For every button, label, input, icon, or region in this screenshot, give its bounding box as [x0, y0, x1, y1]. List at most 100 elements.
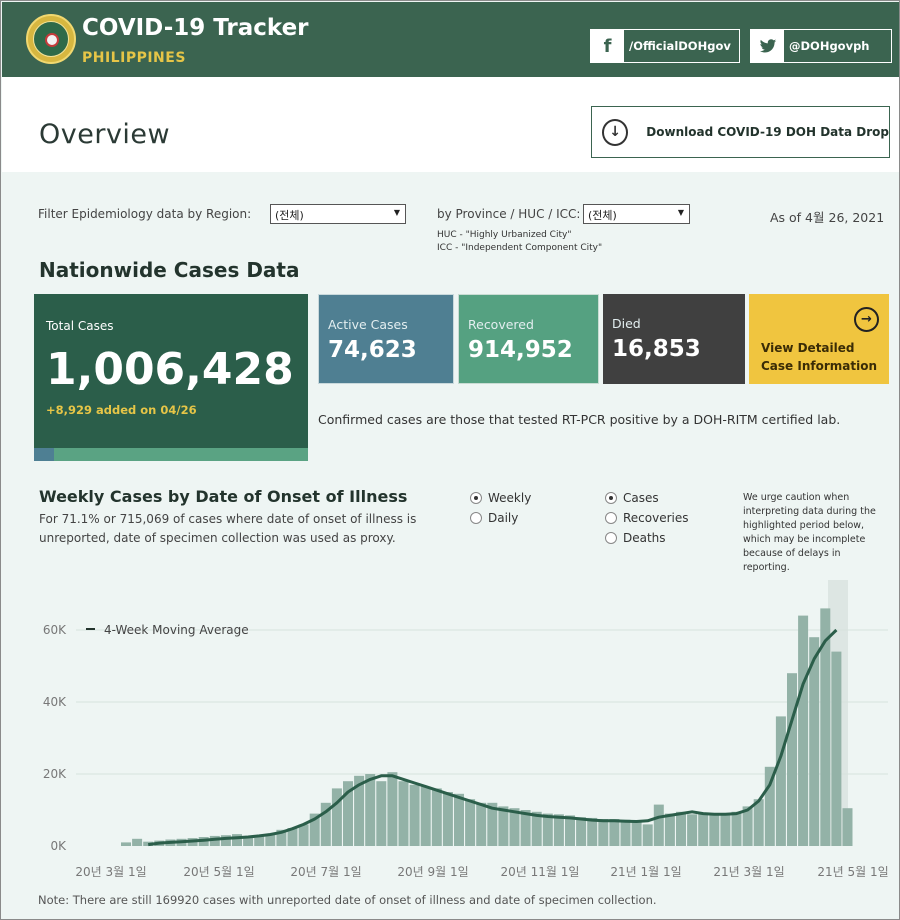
- radio-dot-selected: [470, 492, 482, 504]
- radio-daily[interactable]: Daily: [470, 511, 518, 525]
- province-filter-label: by Province / HUC / ICC:: [437, 207, 581, 221]
- total-cases-added: +8,929 added on 04/26: [46, 403, 197, 417]
- bar: [642, 824, 653, 846]
- bar: [576, 817, 587, 846]
- confirmed-note: Confirmed cases are those that tested RT…: [318, 412, 841, 427]
- bar: [487, 802, 498, 846]
- bar: [309, 813, 320, 846]
- bar: [232, 834, 242, 846]
- download-data-drop-button[interactable]: ↓ Download COVID-19 DOH Data Drop: [591, 106, 890, 158]
- x-tick-label: 20년 11월 1일: [501, 865, 580, 879]
- bar: [587, 817, 598, 846]
- app-title: COVID-19 Tracker: [82, 15, 309, 41]
- x-tick-label: 20년 3월 1일: [75, 865, 146, 879]
- radio-deaths[interactable]: Deaths: [605, 531, 666, 545]
- arrow-right-circle-icon: →: [854, 307, 879, 332]
- top-bar: COVID-19 Tracker PHILIPPINES f /Official…: [2, 2, 899, 77]
- moving-average-line: [147, 628, 838, 847]
- bar: [365, 774, 376, 846]
- bar: [520, 810, 531, 846]
- facebook-icon: f: [591, 30, 624, 62]
- x-tick-label: 21년 5월 1일: [817, 865, 888, 879]
- active-cases-label: Active Cases: [328, 317, 408, 332]
- facebook-link[interactable]: f /OfficialDOHgov: [590, 29, 740, 63]
- weekly-chart-subtitle: For 71.1% or 715,069 of cases where date…: [39, 510, 416, 548]
- bar: [220, 835, 231, 846]
- total-stripe: [34, 448, 308, 461]
- download-circle-icon: ↓: [602, 118, 629, 146]
- died-label: Died: [612, 316, 641, 331]
- weekly-chart-title: Weekly Cases by Date of Onset of Illness: [39, 487, 408, 506]
- radio-dot-selected: [605, 492, 617, 504]
- bar: [476, 802, 487, 846]
- active-cases-card: Active Cases 74,623: [318, 294, 454, 384]
- view-line-2: Case Information: [761, 359, 877, 373]
- bar: [465, 799, 476, 846]
- view-case-information-label: View Detailed Case Information: [761, 339, 877, 375]
- radio-dot: [470, 512, 482, 524]
- bar: [354, 775, 365, 846]
- bar: [720, 813, 731, 846]
- province-select[interactable]: (전체) ▼: [583, 204, 690, 224]
- bar: [553, 814, 564, 846]
- bar: [243, 835, 254, 846]
- view-case-information-button[interactable]: → View Detailed Case Information: [749, 294, 889, 384]
- doh-seal-logo: [26, 14, 76, 64]
- region-select-value: (전체): [275, 209, 304, 222]
- x-tick-label: 21년 3월 1일: [713, 865, 784, 879]
- bar: [809, 637, 820, 846]
- app-subtitle: PHILIPPINES: [82, 50, 186, 66]
- bar: [331, 788, 342, 846]
- y-tick-label: 60K: [43, 623, 67, 637]
- bar: [376, 781, 387, 846]
- twitter-icon: [751, 30, 784, 62]
- radio-weekly-label: Weekly: [488, 491, 532, 505]
- bar: [742, 806, 753, 846]
- bar: [542, 813, 553, 846]
- region-select[interactable]: (전체) ▼: [270, 204, 406, 224]
- caution-note: We urge caution when interpreting data d…: [743, 492, 876, 573]
- download-label: Download COVID-19 DOH Data Drop: [646, 125, 889, 139]
- bar: [343, 781, 353, 846]
- bar: [409, 784, 420, 846]
- bar: [320, 802, 331, 846]
- bar: [387, 772, 398, 846]
- radio-dot: [605, 512, 617, 524]
- died-value: 16,853: [612, 336, 701, 362]
- bar: [676, 811, 686, 846]
- bar: [609, 819, 620, 846]
- bar: [664, 813, 675, 846]
- radio-recoveries[interactable]: Recoveries: [605, 511, 689, 525]
- bar: [531, 811, 542, 846]
- recovered-card: Recovered 914,952: [458, 294, 599, 384]
- subtitle-line-1: For 71.1% or 715,069 of cases where date…: [39, 512, 417, 526]
- active-cases-value: 74,623: [328, 337, 417, 363]
- bar: [775, 716, 786, 846]
- x-tick-label: 21년 1월 1일: [610, 865, 681, 879]
- total-stripe-accent: [34, 448, 54, 461]
- bar: [831, 651, 842, 846]
- twitter-link[interactable]: @DOHgovph: [750, 29, 892, 63]
- y-tick-label: 20K: [43, 767, 67, 781]
- radio-recoveries-label: Recoveries: [623, 511, 689, 525]
- recovered-label: Recovered: [468, 317, 534, 332]
- bar: [764, 766, 775, 846]
- x-tick-label: 20년 9월 1일: [397, 865, 468, 879]
- page-title: Overview: [39, 119, 171, 150]
- chevron-down-icon: ▼: [677, 208, 684, 217]
- legend-label: 4-Week Moving Average: [104, 623, 249, 637]
- bar: [798, 615, 809, 846]
- view-line-1: View Detailed: [761, 341, 855, 355]
- radio-weekly[interactable]: Weekly: [470, 491, 531, 505]
- radio-cases-label: Cases: [623, 491, 659, 505]
- x-tick-label: 20년 5월 1일: [183, 865, 254, 879]
- huc-note: HUC - "Highly Urbanized City": [437, 230, 572, 240]
- bar: [265, 834, 276, 846]
- region-filter-label: Filter Epidemiology data by Region:: [38, 207, 252, 221]
- bar: [598, 819, 609, 846]
- bar: [498, 806, 509, 846]
- radio-dot: [605, 532, 617, 544]
- radio-cases[interactable]: Cases: [605, 491, 659, 505]
- weekly-cases-chart: 0K 20K 40K 60K 4-Week Moving Average 20년 3월 1…: [43, 580, 889, 879]
